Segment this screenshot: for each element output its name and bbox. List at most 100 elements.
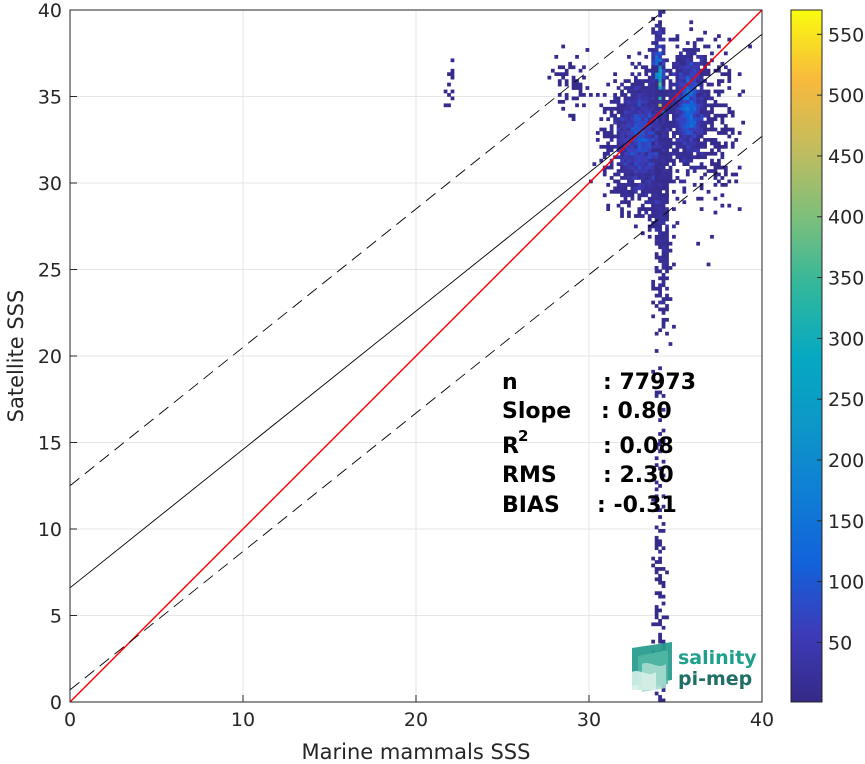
density-cell [640,144,645,149]
density-cell [647,93,652,97]
density-cell [637,134,642,139]
density-cell [678,82,683,87]
density-cell [672,131,676,135]
density-cell [637,158,642,163]
density-cell [678,61,683,66]
density-cell [620,141,624,146]
density-cell [696,117,701,122]
density-cell [616,103,621,108]
density-cell [661,601,666,606]
logo-line2: pi-mep [678,668,752,690]
density-cell [661,317,666,322]
density-cell [654,144,659,149]
density-cell [640,99,645,104]
density-cell [685,65,690,70]
density-cell [748,44,752,49]
density-cell [654,612,659,616]
density-cell [623,151,628,156]
density-cell [651,127,656,132]
density-cell [578,89,583,94]
density-cell [699,207,704,211]
density-cell [713,176,718,180]
density-cell [651,89,656,94]
density-cell [568,65,572,70]
density-cell [640,89,645,94]
density-cell [651,179,656,184]
colorbar-ticks: 50 100 150 200 250 300 350 400 450 500 550 [817,24,864,654]
density-cell [654,48,659,52]
density-cell [678,86,683,90]
density-cell [613,113,617,118]
density-cell [654,615,659,620]
density-cell [557,82,562,87]
density-cell [672,224,676,229]
density-cell [678,155,683,160]
density-cell [637,207,642,211]
density-cell [699,113,704,118]
density-cell [699,79,704,83]
density-cell [696,93,701,97]
density-cell [575,79,579,83]
density-cell [723,169,728,173]
colorbar-tick-label: 250 [828,389,864,411]
density-cell [640,120,645,125]
density-cell [658,293,662,298]
density-cell [654,106,659,111]
density-cell [623,176,628,180]
density-cell [633,186,638,191]
density-cell [616,131,621,135]
density-cell [675,196,680,201]
density-cell [703,151,707,156]
density-cell [661,75,666,80]
density-cell [685,41,690,45]
density-cell [658,366,662,371]
stats-r2-superscript: 2 [518,427,528,445]
density-cell [689,54,694,59]
density-cell [627,183,631,187]
density-cell [723,144,728,149]
density-cell [620,138,624,142]
density-cell [658,449,662,454]
density-cell [706,262,711,267]
density-cell [640,162,645,166]
density-cell [661,131,666,135]
density-cell [640,131,645,135]
density-cell [623,183,628,187]
density-cell [599,158,604,163]
density-cell [675,176,680,180]
density-cell [661,162,666,166]
density-cell [658,567,662,571]
density-cell [723,65,728,70]
density-cell [720,183,725,187]
density-cell [654,605,659,609]
density-cell [654,487,659,492]
density-cell [678,179,683,184]
density-cell [665,186,669,191]
colorbar-tick-label: 550 [828,24,864,46]
stats-n-label: n [502,370,518,395]
density-cell [651,155,656,160]
density-cell [637,148,642,153]
density-cell [571,82,576,87]
density-cell [637,210,642,215]
density-cell [689,117,694,122]
density-cell [623,106,628,111]
stats-bias-label: BIAS [502,493,560,518]
density-cell [668,155,673,160]
density-cell [623,103,628,108]
density-cell [730,144,735,149]
density-cell [633,99,638,104]
density-cell [661,266,666,270]
density-cell [661,428,666,433]
density-cell [658,328,662,333]
density-cell [647,165,652,170]
density-cell [647,68,652,73]
density-cell [651,148,656,153]
density-cell [651,51,656,56]
density-cell [640,176,645,180]
density-cell [633,155,638,160]
density-cell [658,508,662,512]
density-cell [661,324,666,329]
x-tick-label: 20 [404,709,428,731]
density-cell [661,615,666,620]
